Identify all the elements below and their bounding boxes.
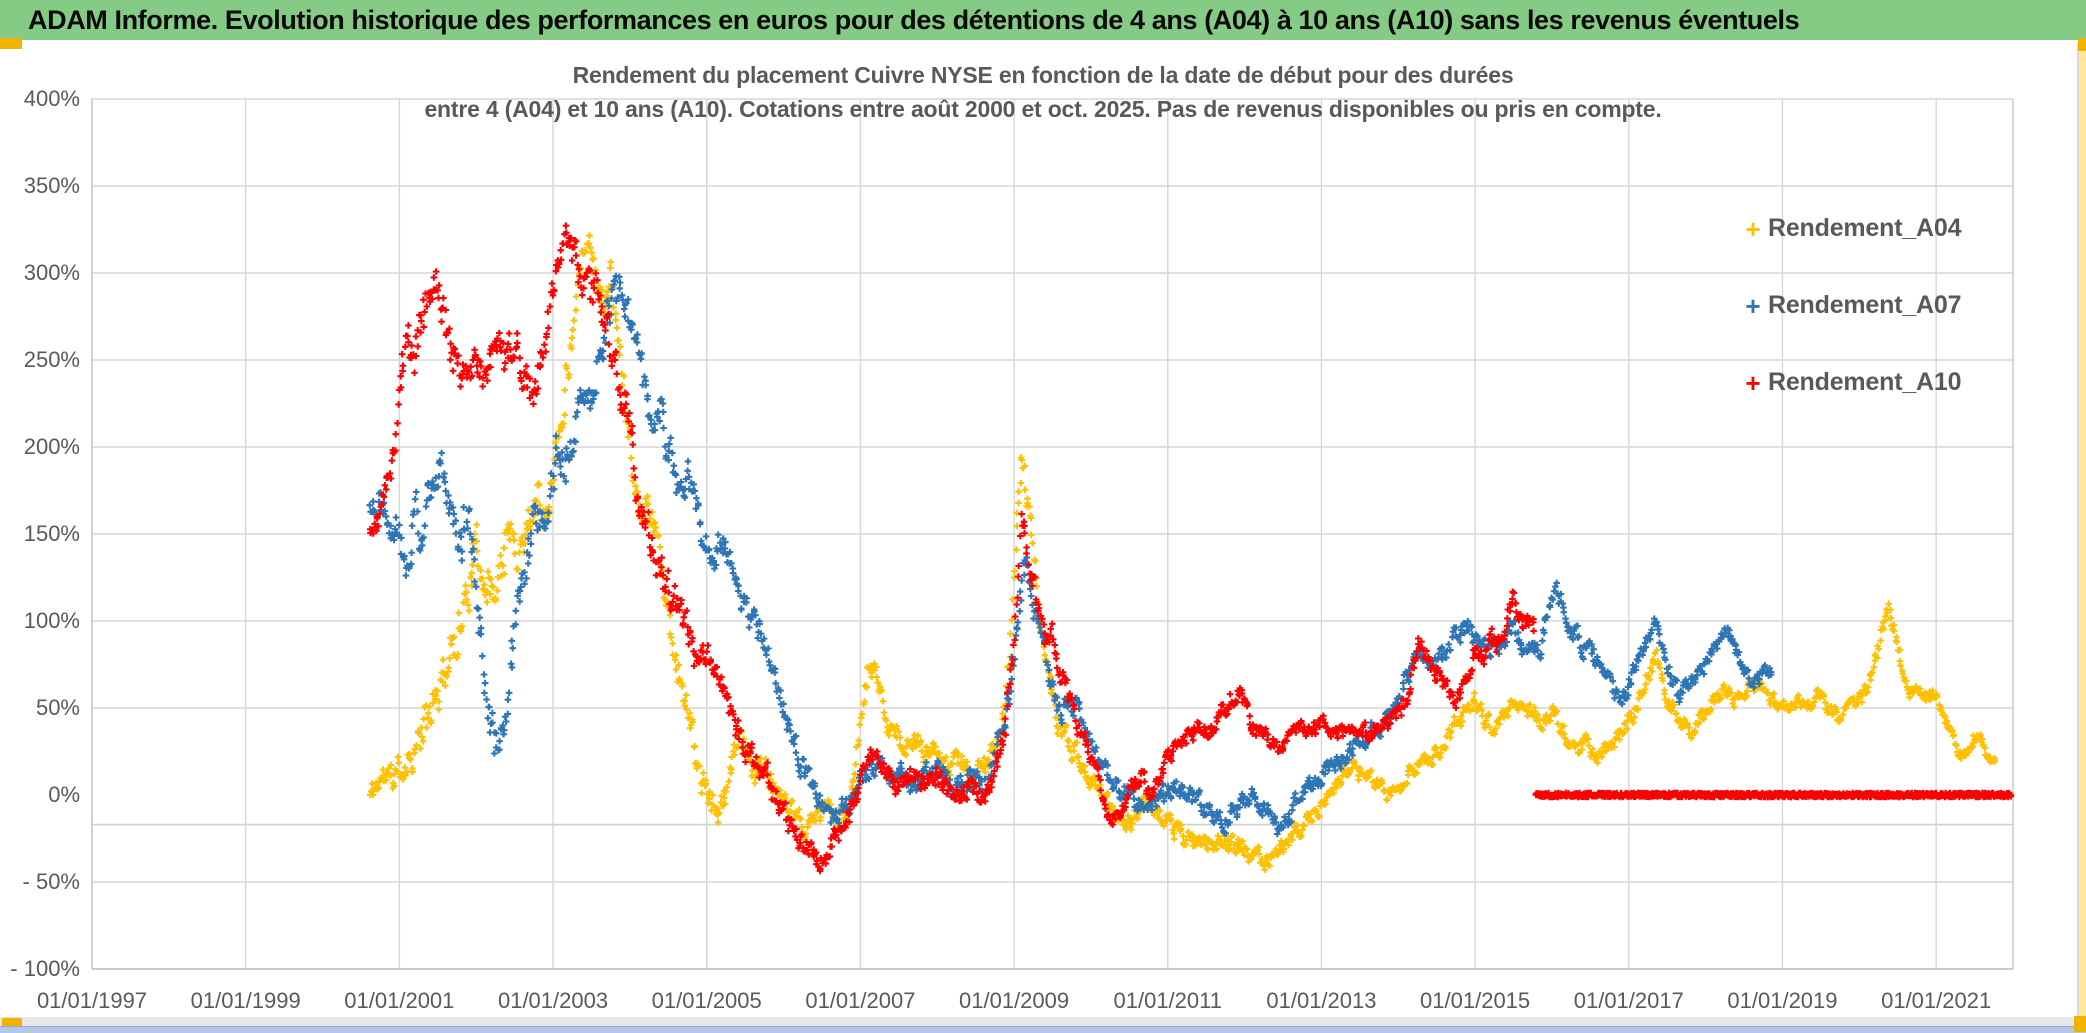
plus-marker-icon: + <box>1745 213 1761 244</box>
x-axis-label: 01/01/1997 <box>36 988 148 1013</box>
chart-title-line2: entre 4 (A04) et 10 ans (A10). Cotations… <box>424 96 1662 122</box>
y-axis-label: 150% <box>23 521 80 546</box>
series-Rendement_A04 <box>366 232 1999 874</box>
legend-item-a10[interactable]: + Rendement_A10 <box>1738 368 1961 397</box>
legend-item-a04[interactable]: + Rendement_A04 <box>1738 214 1961 243</box>
legend-item-a07[interactable]: + Rendement_A07 <box>1738 291 1961 320</box>
window-title-bar: ADAM Informe. Evolution historique des p… <box>0 0 2086 40</box>
y-axis-label: 300% <box>23 260 80 285</box>
legend-label: Rendement_A07 <box>1768 291 1962 319</box>
y-axis-label: 0% <box>48 782 80 807</box>
y-axis-label: 350% <box>23 173 80 198</box>
legend-label: Rendement_A04 <box>1768 214 1962 242</box>
x-axis-label: 01/01/2003 <box>497 988 609 1013</box>
selection-handle-top-right <box>2078 38 2086 51</box>
y-axis-label: - 100% <box>10 956 80 981</box>
x-axis-label: 01/01/2017 <box>1573 988 1684 1013</box>
selection-handle-top-left <box>0 38 22 49</box>
bottom-strip-gray <box>0 1017 2086 1026</box>
right-edge-strip <box>2079 40 2086 1032</box>
y-axis-label: 100% <box>23 608 80 633</box>
x-axis-label: 01/01/2001 <box>344 988 455 1013</box>
chart-title-line1: Rendement du placement Cuivre NYSE en fo… <box>572 62 1514 88</box>
window-title: ADAM Informe. Evolution historique des p… <box>28 4 1800 35</box>
plus-marker-icon: + <box>1745 367 1761 398</box>
x-axis-label: 01/01/2007 <box>805 988 916 1013</box>
legend-label: Rendement_A10 <box>1768 368 1962 396</box>
y-axis-label: - 50% <box>22 869 80 894</box>
x-axis-label: 01/01/2015 <box>1420 988 1531 1013</box>
y-axis-label: 200% <box>23 434 80 459</box>
x-axis-label: 01/01/2021 <box>1881 988 1992 1013</box>
series-Rendement_A10 <box>367 222 2015 875</box>
y-axis-label: 250% <box>23 347 80 372</box>
bottom-strip-blue <box>0 1026 2086 1033</box>
x-axis-label: 01/01/2011 <box>1113 988 1222 1013</box>
chart-frame-right-border <box>2077 44 2079 1018</box>
selection-handle-bottom-right <box>2074 1016 2086 1032</box>
selection-handle-bottom-left <box>2 1018 22 1026</box>
x-axis-label: 01/01/2009 <box>959 988 1070 1013</box>
y-axis-label: 50% <box>35 695 80 720</box>
plus-marker-icon: + <box>1745 290 1761 321</box>
x-axis-label: 01/01/2013 <box>1266 988 1377 1013</box>
x-axis-label: 01/01/1999 <box>190 988 301 1013</box>
y-axis-label: 400% <box>23 86 80 111</box>
x-axis-label: 01/01/2005 <box>651 988 762 1013</box>
x-axis-label: 01/01/2019 <box>1727 988 1838 1013</box>
